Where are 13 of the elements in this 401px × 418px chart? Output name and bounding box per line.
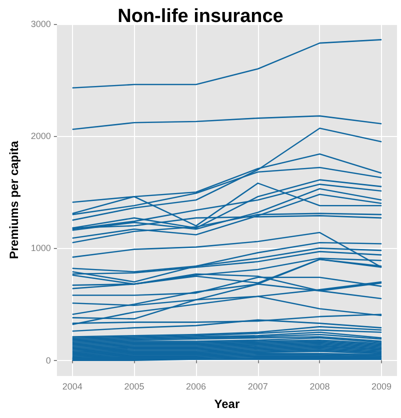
y-tick-label: 3000 [30,19,51,29]
chart-title: Non-life insurance [118,6,284,27]
x-tick-label: 2009 [372,382,392,392]
x-tick-label: 2004 [62,382,82,392]
y-tick-label: 1000 [30,243,51,254]
x-tick-label: 2006 [186,382,206,392]
x-tick-label: 2008 [310,382,330,392]
x-tick-label: 2005 [124,382,144,392]
x-tick-label: 2007 [248,382,268,392]
y-tick-label: 2000 [30,131,51,142]
y-tick-label: 0 [46,355,51,366]
y-axis-title: Premiums per capita [7,140,21,260]
x-axis-title: Year [214,397,240,411]
